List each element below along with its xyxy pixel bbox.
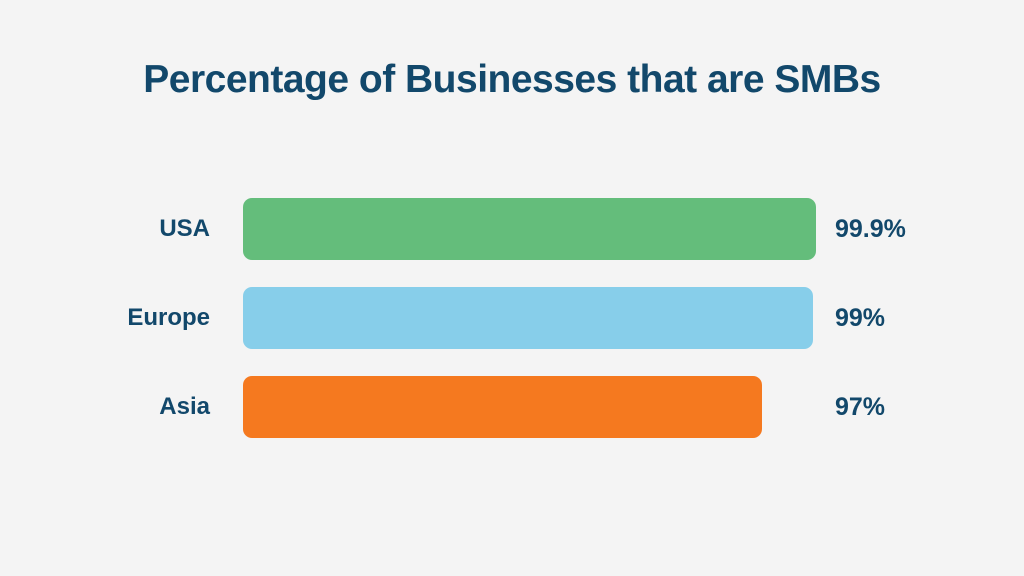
category-label: USA [159,215,210,242]
value-label: 99% [835,303,886,332]
value-label: 99.9% [835,214,906,243]
category-label: Europe [127,304,210,331]
bar-track [243,287,816,349]
value-label: 97% [835,392,886,421]
bar-chart: USA 99.9% Europe 99% Asia 97% [0,198,1024,465]
category-label: Asia [159,393,210,420]
bar [243,376,763,438]
bar-row: Asia 97% [0,376,1024,438]
chart-title: Percentage of Businesses that are SMBs [143,58,881,101]
bar-track [243,198,816,260]
bar-row: USA 99.9% [0,198,1024,260]
bar [243,287,814,349]
bar [243,198,816,260]
bar-row: Europe 99% [0,287,1024,349]
bar-track [243,376,816,438]
